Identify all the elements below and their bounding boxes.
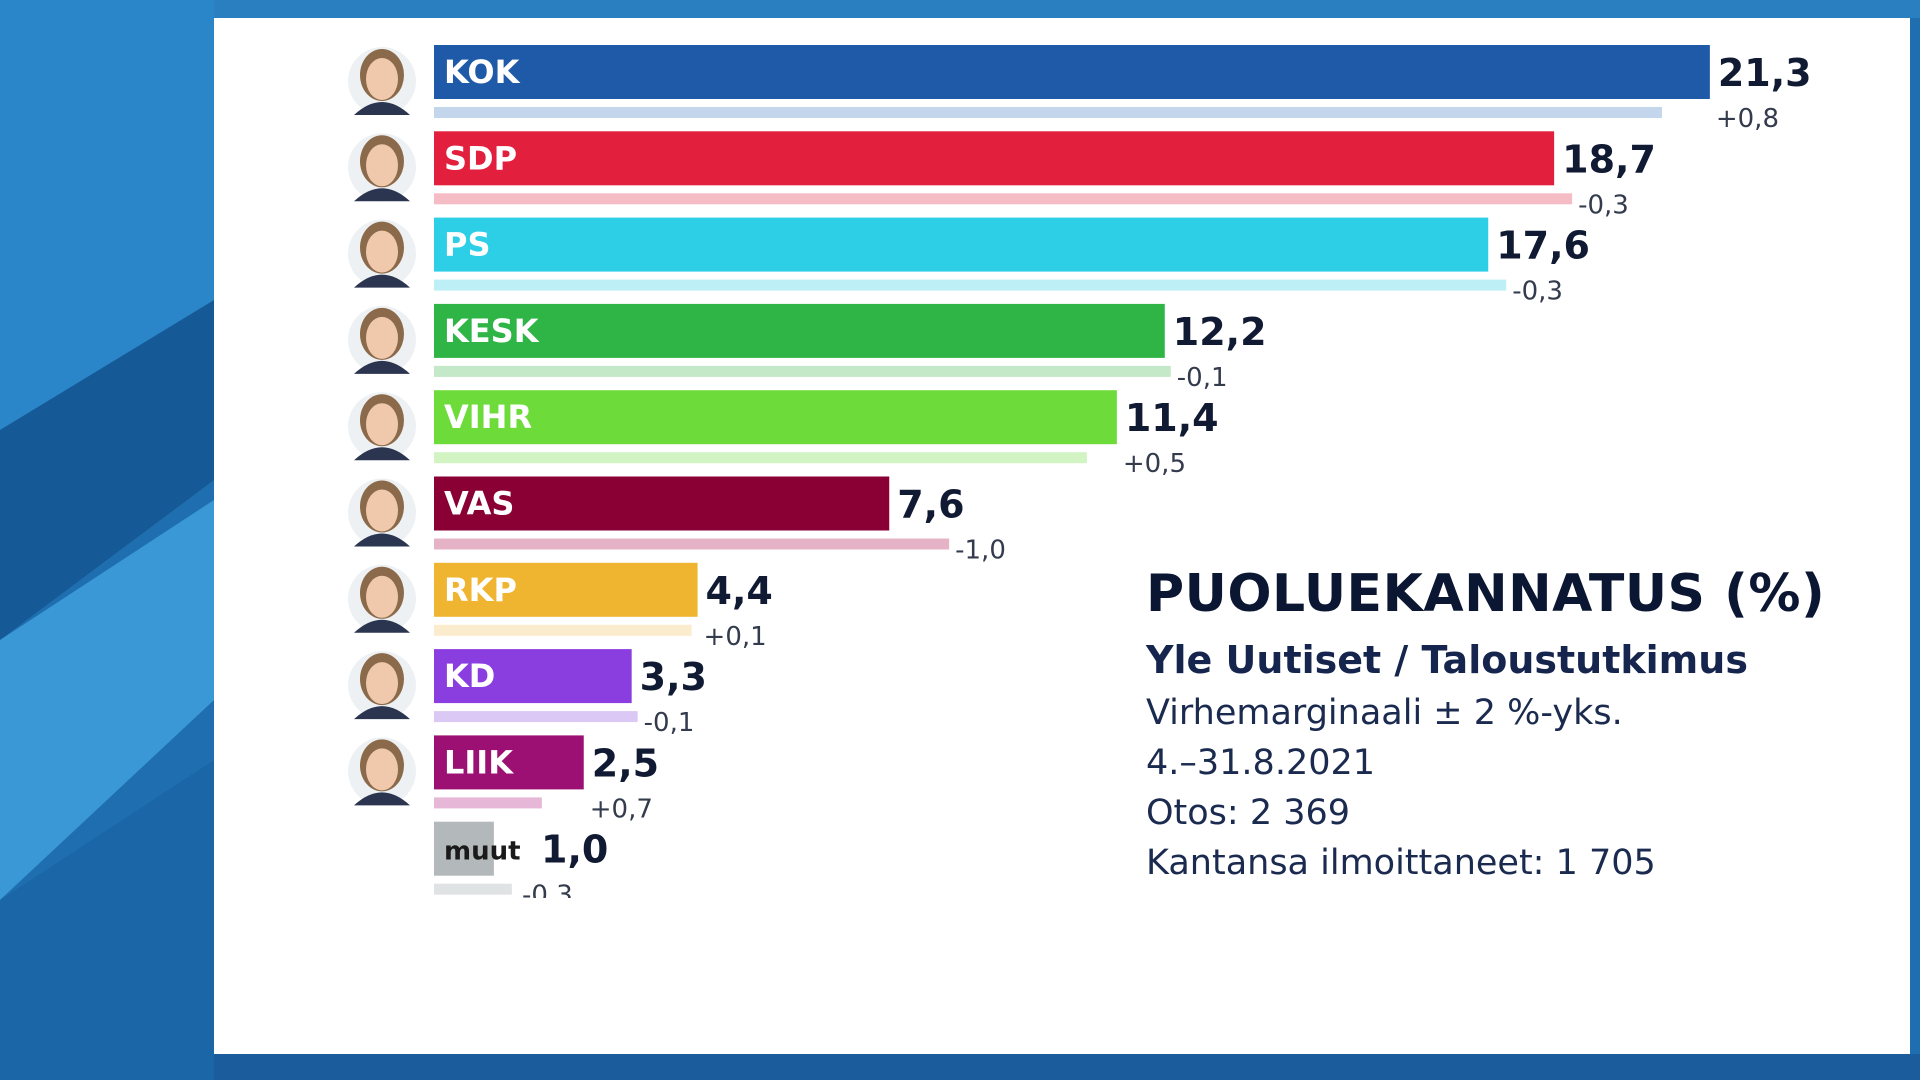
change-label-vihr: +0,5 <box>1123 449 1186 479</box>
bar-liik <box>434 735 584 790</box>
portrait-vihr <box>348 392 416 461</box>
bar-vas <box>434 476 890 531</box>
bar-kd <box>434 649 632 704</box>
value-label-liik: 2,5 <box>592 741 659 785</box>
bar-kok <box>434 45 1710 99</box>
portrait-liik <box>348 737 416 806</box>
chart-info-box: PUOLUEKANNATUS (%) Yle Uutiset / Taloust… <box>1146 558 1886 888</box>
value-label-kd: 3,3 <box>640 655 707 699</box>
bar-label-muut: muut <box>444 837 521 867</box>
bar-ps <box>434 217 1489 272</box>
portrait-kesk <box>348 305 416 374</box>
value-label-rkp: 4,4 <box>706 569 773 613</box>
value-label-muut: 1,0 <box>541 828 608 872</box>
bar-vihr <box>434 390 1117 445</box>
prev-bar-kd <box>434 711 638 723</box>
change-label-vas: -1,0 <box>955 536 1006 566</box>
change-label-liik: +0,7 <box>590 794 653 824</box>
sample-size-note: Otos: 2 369 <box>1146 793 1351 833</box>
change-label-sdp: -0,3 <box>1578 190 1629 220</box>
prev-bar-sdp <box>434 193 1573 205</box>
portrait-ps <box>348 219 416 288</box>
bar-label-vas: VAS <box>444 485 514 523</box>
portrait-vas <box>348 478 416 547</box>
bar-rkp <box>434 562 698 617</box>
value-label-kok: 21,3 <box>1718 51 1812 95</box>
change-label-muut: -0,3 <box>522 881 573 898</box>
value-label-ps: 17,6 <box>1496 224 1590 268</box>
prev-bar-ps <box>434 279 1507 291</box>
bar-label-kd: KD <box>444 657 495 695</box>
prev-bar-liik <box>434 797 542 809</box>
bar-muut <box>434 821 494 876</box>
bar-label-rkp: RKP <box>444 571 517 609</box>
change-label-kesk: -0,1 <box>1177 363 1228 393</box>
prev-bar-kesk <box>434 365 1171 377</box>
portrait-kok <box>348 47 416 115</box>
value-label-vas: 7,6 <box>897 483 964 527</box>
bar-label-sdp: SDP <box>444 139 517 177</box>
change-label-kd: -0,1 <box>644 708 695 738</box>
change-label-ps: -0,3 <box>1512 277 1563 307</box>
value-label-kesk: 12,2 <box>1173 310 1267 354</box>
value-label-sdp: 18,7 <box>1562 137 1656 181</box>
change-label-kok: +0,8 <box>1716 104 1779 134</box>
chart-title: PUOLUEKANNATUS (%) <box>1146 564 1826 624</box>
bar-label-ps: PS <box>444 226 491 264</box>
prev-bar-kok <box>434 107 1662 118</box>
portrait-sdp <box>348 133 416 202</box>
bar-label-liik: LIIK <box>444 743 514 781</box>
respondents-note: Kantansa ilmoittaneet: 1 705 <box>1146 843 1656 883</box>
chart-panel <box>214 18 1910 1054</box>
bar-sdp <box>434 131 1555 186</box>
value-label-vihr: 11,4 <box>1125 396 1219 440</box>
change-label-rkp: +0,1 <box>704 622 767 652</box>
bar-label-vihr: VIHR <box>444 398 532 436</box>
chart-source: Yle Uutiset / Taloustutkimus <box>1146 638 1748 682</box>
bar-label-kok: KOK <box>444 53 521 91</box>
bar-kesk <box>434 303 1165 358</box>
prev-bar-muut <box>434 883 512 895</box>
survey-dates-note: 4.–31.8.2021 <box>1146 743 1376 783</box>
portrait-kd <box>348 651 416 720</box>
bar-label-kesk: KESK <box>444 312 540 350</box>
prev-bar-rkp <box>434 624 692 636</box>
prev-bar-vas <box>434 538 950 550</box>
bar-chart: KOK 21,3 +0,8 SDP 18,7 -0,3 PS 17,6 -0,3 KESK 12,2… <box>348 45 1812 898</box>
margin-of-error-note: Virhemarginaali ± 2 %-yks. <box>1146 693 1623 733</box>
prev-bar-vihr <box>434 452 1087 464</box>
portrait-rkp <box>348 564 416 633</box>
